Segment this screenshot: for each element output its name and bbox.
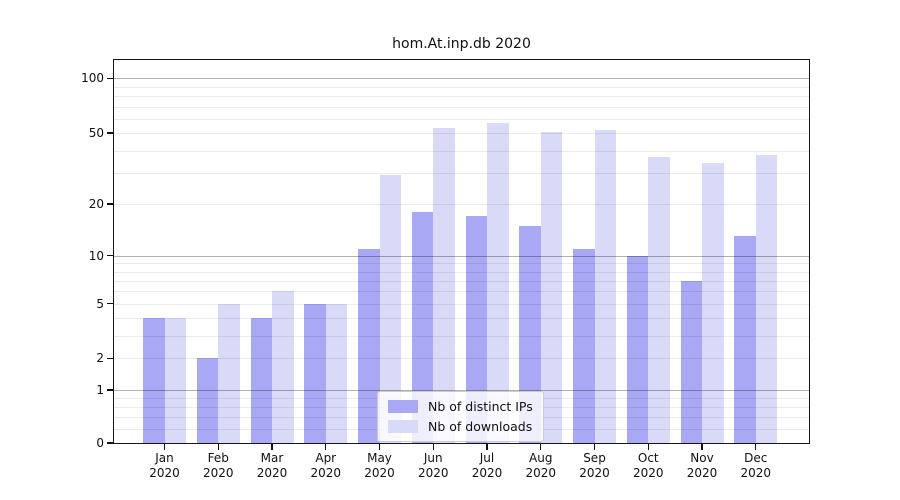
bar-distinct-ips-oct [626, 255, 649, 444]
x-tick-label: Mar 2020 [256, 451, 288, 480]
y-tick-label: 100 [81, 71, 104, 86]
y-tick-label: 20 [88, 196, 104, 211]
bar-distinct-ips-may [358, 248, 380, 444]
bar-downloads-dec [755, 154, 778, 444]
y-tick-label: 2 [96, 351, 104, 366]
bar-distinct-ips-jun [411, 211, 434, 444]
bar-distinct-ips-aug [519, 225, 541, 444]
x-tick-label: Feb 2020 [202, 451, 234, 480]
y-tick-mark [107, 389, 113, 391]
y-tick-label: 10 [88, 248, 104, 263]
x-tick-label: Jun 2020 [417, 451, 449, 480]
x-tick-label: May 2020 [364, 451, 395, 480]
bar-downloads-may [379, 175, 401, 444]
bar-distinct-ips-feb [196, 358, 219, 444]
x-tick-mark [432, 444, 434, 450]
legend-item-distinct-ips: Nb of distinct IPs [388, 399, 533, 414]
x-tick-mark [163, 444, 166, 450]
gridline-minor [113, 118, 810, 120]
gridline-minor [113, 150, 810, 152]
gridline-major [113, 389, 810, 391]
plot-frame [113, 59, 810, 444]
y-tick-mark [107, 254, 113, 257]
y-tick-mark [107, 203, 113, 205]
bar-downloads-sep [594, 129, 616, 444]
x-tick-label: Dec 2020 [740, 451, 772, 480]
gridline-minor [113, 335, 810, 337]
bar-distinct-ips-jan [143, 318, 165, 444]
bar-downloads-oct [648, 156, 670, 444]
chart-title: hom.At.inp.db 2020 [392, 36, 531, 52]
bars-layer [113, 59, 810, 444]
x-tick-label: Jan 2020 [149, 451, 180, 480]
y-tick-label: 5 [96, 296, 104, 311]
gridline-minor [113, 280, 810, 282]
bar-distinct-ips-sep [573, 248, 595, 444]
gridline-minor [113, 358, 810, 360]
y-tick-label: 1 [96, 382, 104, 397]
bar-downloads-jan [164, 318, 186, 444]
y-tick-mark [107, 77, 113, 79]
x-tick-label: Sep 2020 [579, 451, 610, 480]
legend-swatch-downloads [388, 420, 418, 433]
x-tick-label: Oct 2020 [632, 451, 664, 480]
bar-downloads-jul [487, 122, 509, 444]
legend-label-distinct-ips: Nb of distinct IPs [428, 399, 533, 414]
legend-label-downloads: Nb of downloads [428, 419, 533, 434]
x-tick-mark [378, 444, 381, 450]
x-tick-label: Apr 2020 [310, 451, 342, 480]
bar-downloads-aug [540, 131, 563, 444]
bar-distinct-ips-mar [250, 318, 272, 444]
x-tick-mark [701, 444, 703, 450]
x-tick-mark [593, 444, 596, 450]
gridline-minor [113, 86, 810, 88]
y-tick-mark [107, 442, 113, 444]
x-tick-mark [540, 444, 542, 450]
y-tick-mark [107, 303, 113, 305]
plot-area: Nb of distinct IPs Nb of downloads [113, 59, 810, 444]
x-tick-label: Jul 2020 [471, 451, 503, 480]
gridline-minor [113, 133, 810, 135]
bar-downloads-mar [272, 291, 294, 444]
y-tick-mark [107, 132, 113, 134]
gridline-minor [113, 263, 810, 265]
gridline-minor [113, 106, 810, 108]
y-tick-label: 0 [96, 436, 104, 450]
gridline-minor [113, 291, 810, 293]
gridline-major [113, 78, 810, 80]
gridline-minor [113, 318, 810, 320]
gridline-major [113, 255, 810, 257]
legend-item-downloads: Nb of downloads [388, 419, 533, 434]
x-tick-mark [647, 444, 649, 450]
x-tick-mark [271, 444, 273, 450]
bar-downloads-apr [325, 303, 348, 444]
gridline-minor [113, 271, 810, 273]
bar-downloads-jun [433, 128, 455, 444]
x-tick-mark [755, 444, 757, 450]
gridline-minor [113, 203, 810, 205]
gridline-minor [113, 96, 810, 98]
x-tick-mark [217, 444, 219, 450]
x-tick-mark [486, 444, 488, 450]
y-tick-mark [107, 357, 113, 359]
legend: Nb of distinct IPs Nb of downloads [377, 391, 544, 442]
bar-downloads-nov [702, 163, 724, 444]
x-tick-mark [325, 444, 327, 450]
x-tick-label: Nov 2020 [686, 451, 718, 480]
bar-distinct-ips-apr [304, 303, 326, 444]
legend-swatch-distinct-ips [388, 400, 418, 413]
bar-downloads-feb [218, 303, 240, 444]
gridline-minor [113, 303, 810, 305]
bar-distinct-ips-nov [680, 280, 702, 444]
gridline-minor [113, 172, 810, 174]
y-tick-label: 50 [88, 126, 104, 141]
bar-distinct-ips-dec [734, 236, 756, 444]
x-tick-label: Aug 2020 [525, 451, 557, 480]
bar-distinct-ips-jul [465, 216, 487, 444]
